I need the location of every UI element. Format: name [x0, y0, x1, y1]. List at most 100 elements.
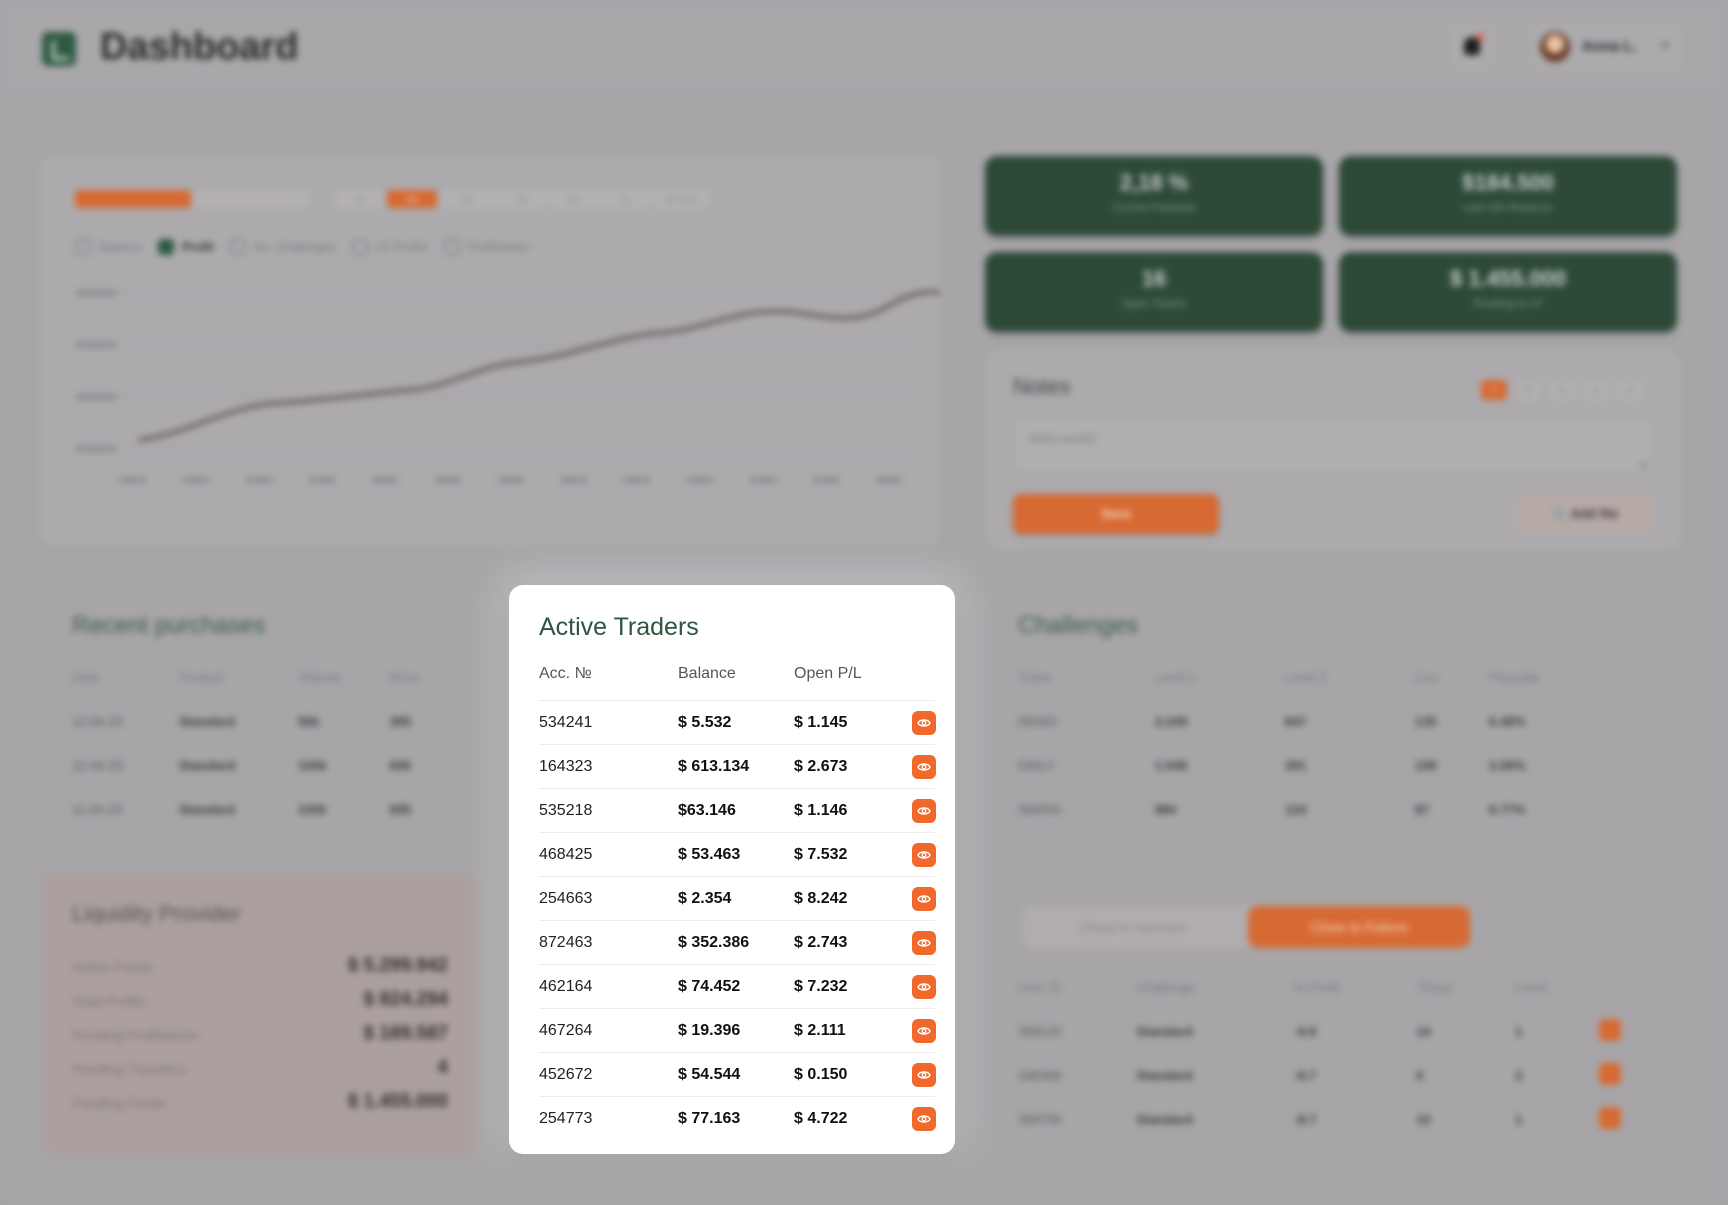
checkbox[interactable]: [158, 239, 175, 255]
checkbox[interactable]: [75, 239, 91, 255]
eye-icon: [917, 1027, 931, 1035]
column-header: Level 2: [1284, 669, 1327, 685]
legend-item[interactable]: No. Challenges: [229, 239, 336, 255]
legend-item[interactable]: LP Profits: [351, 239, 428, 255]
table-row: 358759 Standard -8.7 10 1: [1018, 1097, 1658, 1141]
y-tick-label: [76, 394, 116, 400]
range-1m[interactable]: 1m: [439, 190, 495, 208]
column-header: Date: [72, 669, 100, 685]
chart-mode-toggle[interactable]: [75, 190, 191, 208]
row-action[interactable]: [1598, 1097, 1658, 1141]
range-1d[interactable]: 1d: [335, 190, 385, 208]
account-number: 872463: [539, 934, 593, 951]
add-file-button[interactable]: 📎 Add file: [1517, 494, 1653, 534]
challenges-title: Challenges: [1018, 612, 1139, 639]
range-6m[interactable]: 6m: [549, 190, 599, 208]
stat-label: Last 24h Revenue: [1463, 202, 1553, 214]
top-bar: Dashboard Anna L. ▾: [0, 0, 1728, 96]
table-cell: 10: [1416, 1111, 1431, 1127]
view-trader-button[interactable]: [912, 1063, 936, 1087]
legend-item[interactable]: Profit: [158, 239, 214, 255]
range-3m[interactable]: 3m: [497, 190, 547, 208]
stat-label: Open Tickets: [1121, 298, 1187, 310]
user-menu[interactable]: Anna L. ▾: [1530, 24, 1682, 70]
open-pl-value: $ 4.722: [794, 1110, 848, 1127]
balance-value: $ 53.463: [678, 846, 741, 863]
eye-icon: [917, 1115, 931, 1123]
view-trader-button[interactable]: [912, 887, 936, 911]
table-row: 358120 Standard -9.8 14 1: [1018, 1009, 1658, 1053]
lp-value: $ 1.455.000: [347, 1091, 448, 1112]
view-trader-button[interactable]: [912, 799, 936, 823]
page-button[interactable]: 3: [1549, 380, 1575, 400]
checkbox[interactable]: [443, 239, 460, 255]
trader-row: 254773 $ 77.163 $ 4.722: [539, 1096, 936, 1140]
table-cell: 395: [389, 713, 412, 729]
lp-label: Pending Funds: [72, 1095, 167, 1111]
x-tick-label: [813, 477, 839, 483]
view-trader-button[interactable]: [912, 931, 936, 955]
open-pl-value: $ 2.673: [794, 758, 848, 775]
page-button[interactable]: 4: [1583, 380, 1609, 400]
open-order-icon[interactable]: [1598, 1062, 1621, 1085]
row-action[interactable]: [1598, 1009, 1658, 1053]
open-order-icon[interactable]: [1598, 1018, 1621, 1041]
column-header-balance: Balance: [678, 665, 736, 682]
eye-icon: [917, 851, 931, 859]
page-button[interactable]: 5: [1617, 380, 1643, 400]
page-button[interactable]: 1: [1481, 380, 1507, 400]
notes-textarea[interactable]: Hello world! ◢: [1013, 416, 1653, 474]
view-trader-button[interactable]: [912, 711, 936, 735]
table-row: SWING 984 124 87 8.77%: [1018, 787, 1648, 831]
balance-value: $ 2.354: [678, 890, 732, 907]
range-all-time[interactable]: All Time: [653, 190, 709, 208]
table-cell: Standard: [1136, 1111, 1193, 1127]
notifications-button[interactable]: [1450, 24, 1496, 70]
table-row: DEMO 3.249 847 135 6.48%: [1018, 699, 1648, 743]
legend-item[interactable]: Profitsharer: [443, 239, 530, 255]
recent-purchases-title: Recent purchases: [72, 612, 266, 639]
row-action[interactable]: [1598, 1053, 1658, 1097]
table-cell: -8.7: [1293, 1111, 1317, 1127]
table-cell: 984: [1154, 801, 1177, 817]
open-order-icon[interactable]: [1598, 1106, 1621, 1129]
trader-row: 462164 $ 74.452 $ 7.232: [539, 964, 936, 1008]
view-trader-button[interactable]: [912, 975, 936, 999]
table-cell: 12.04.23: [72, 757, 123, 773]
table-cell: 1: [1515, 1111, 1523, 1127]
table-cell: Standard: [178, 757, 236, 773]
lp-value: $ 189.587: [363, 1023, 448, 1044]
view-trader-button[interactable]: [912, 755, 936, 779]
view-trader-button[interactable]: [912, 843, 936, 867]
resize-handle-icon[interactable]: ◢: [1638, 458, 1646, 469]
page-button[interactable]: 2: [1515, 380, 1541, 400]
trader-row: 467264 $ 19.396 $ 2.111: [539, 1008, 936, 1052]
recent-purchases-table: Date Product Volume Price 12.04.23 Standard 50…: [72, 655, 452, 831]
legend-item[interactable]: Balance: [75, 239, 142, 255]
table-cell: -8.7: [1293, 1067, 1317, 1083]
y-tick-label: [76, 290, 116, 296]
tab-close-to-failure[interactable]: Close to Failure: [1248, 906, 1470, 948]
active-traders-panel: Active Traders Acc. № Balance Open P/L 5…: [509, 585, 955, 1154]
notes-title: Notes: [1013, 374, 1071, 399]
lp-value: $ 824.294: [363, 989, 448, 1010]
column-header: Volume: [297, 669, 342, 685]
checkbox[interactable]: [351, 239, 368, 255]
y-tick-label: [76, 342, 116, 348]
column-header: % Profit: [1293, 979, 1340, 995]
table-cell: Standard: [178, 713, 236, 729]
table-cell: 1: [1515, 1023, 1523, 1039]
liquidity-provider-card: Liquidity Provider Active Funds $ 5.299.9…: [42, 873, 478, 1156]
chart-mode-toggle-alt[interactable]: [193, 190, 309, 208]
trader-row: 535218 $63.146 $ 1.146: [539, 788, 936, 832]
view-trader-button[interactable]: [912, 1107, 936, 1131]
range-1y[interactable]: 1y: [601, 190, 651, 208]
view-trader-button[interactable]: [912, 1019, 936, 1043]
tab-close-to-success[interactable]: Close to success: [1080, 919, 1186, 935]
save-button[interactable]: Save: [1013, 494, 1219, 534]
checkbox[interactable]: [229, 239, 246, 255]
liquidity-provider-title: Liquidity Provider: [72, 901, 241, 926]
range-1w[interactable]: 1w: [387, 190, 437, 208]
x-tick-label: [687, 477, 713, 483]
table-cell: 11.04.23: [72, 801, 122, 817]
